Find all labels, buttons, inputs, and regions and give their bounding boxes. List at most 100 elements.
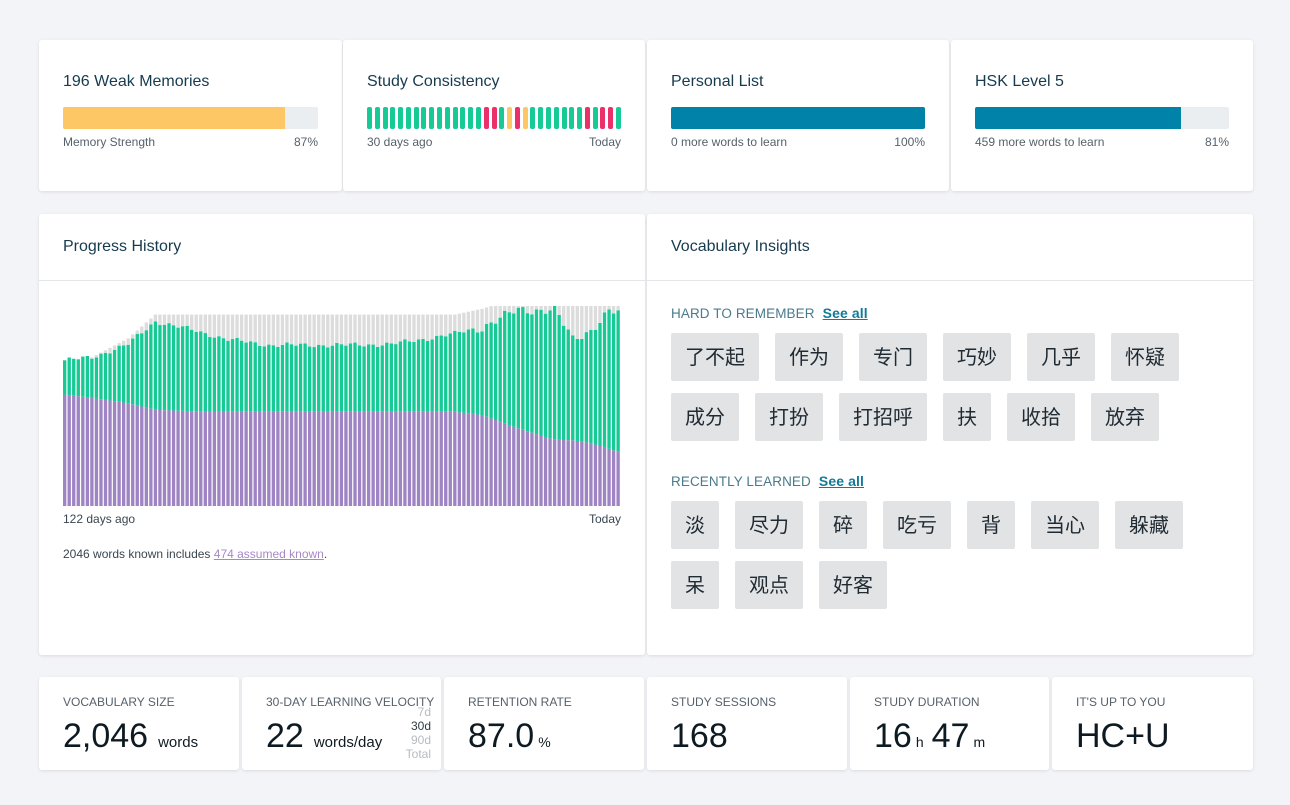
bar-forgotten [489,306,493,323]
hsk-level-percent: 81% [1204,135,1229,149]
hard-word-chip[interactable]: 巧妙 [943,333,1011,381]
recent-word-chip[interactable]: 尽力 [735,501,803,549]
bar-forgotten [108,347,112,354]
recent-word-chip[interactable]: 背 [967,501,1015,549]
bar-assumed-known [185,411,189,506]
bar-learned [276,346,280,412]
bar-forgotten [566,306,570,330]
hard-word-chip[interactable]: 怀疑 [1111,333,1179,381]
progress-chart[interactable] [63,306,621,506]
hard-word-chip[interactable]: 专门 [859,333,927,381]
bar-learned [321,345,325,412]
study-consistency-card[interactable]: Study Consistency 30 days ago Today [343,40,645,191]
bar-assumed-known [167,410,171,506]
bar-learned [226,340,230,412]
bar-assumed-known [76,396,80,506]
bar-assumed-known [289,411,294,506]
bar-forgotten [344,314,348,346]
bar-assumed-known [348,411,353,506]
bar-forgotten [171,314,176,326]
bar-learned [81,356,85,397]
assumed-known-link[interactable]: 474 assumed known [213,547,324,561]
personal-list-card[interactable]: Personal List 0 more words to learn 100% [647,40,949,191]
bar-learned [575,338,579,441]
hard-word-chip[interactable]: 成分 [671,393,739,441]
bar-assumed-known [407,411,412,506]
bar-forgotten [593,306,598,330]
recent-word-chip[interactable]: 好客 [819,561,887,609]
bar-learned [552,306,557,440]
recent-word-chip[interactable]: 淡 [671,501,719,549]
streak-day [600,107,606,129]
personal-list-title: Personal List [671,73,764,90]
bar-forgotten [253,314,257,343]
bar-forgotten [298,314,303,344]
recent-see-all-link[interactable]: See all [818,473,864,489]
up-to-you-stat: It's up to you HC+U [1052,677,1253,770]
hard-word-chip[interactable]: 几乎 [1027,333,1095,381]
bar-assumed-known [507,425,511,506]
bar-learned [580,338,584,442]
study-consistency-streak [367,107,621,129]
bar-assumed-known [94,398,99,506]
recent-word-chip[interactable]: 躲藏 [1115,501,1183,549]
bar-forgotten [99,352,103,354]
bar-assumed-known [335,411,339,506]
hard-word-chip[interactable]: 打扮 [755,393,823,441]
hard-word-chip[interactable]: 作为 [775,333,843,381]
recent-word-chip[interactable]: 观点 [735,561,803,609]
bar-forgotten [480,308,484,332]
streak-day [468,107,474,129]
bar-forgotten [507,306,511,313]
bar-forgotten [571,306,575,336]
recent-word-chip[interactable]: 当心 [1031,501,1099,549]
bar-forgotten [380,314,384,346]
weak-memories-card[interactable]: 196 Weak Memories Memory Strength 87% [39,40,342,191]
hard-see-all-link[interactable]: See all [822,305,868,321]
bar-forgotten [203,314,207,334]
hsk-level-title: HSK Level 5 [975,73,1064,90]
stat-label: Study Duration [874,695,980,709]
bar-learned [144,330,148,408]
learning-velocity-value: 22 words/day [266,717,382,756]
bar-learned [194,332,198,412]
hard-word-chip[interactable]: 扶 [943,393,991,441]
bar-assumed-known [439,411,443,506]
streak-day [545,107,551,129]
bar-learned [158,325,162,410]
hard-word-chip[interactable]: 放弃 [1091,393,1159,441]
bar-assumed-known [616,451,620,506]
hard-word-chip[interactable]: 收拾 [1007,393,1075,441]
bar-forgotten [112,345,117,350]
bar-forgotten [289,314,294,345]
bar-learned [117,345,121,402]
period-90d[interactable]: 90d [410,733,431,747]
period-30d[interactable]: 30d [410,719,431,733]
bar-forgotten [235,314,239,338]
streak-day [429,107,435,129]
bar-assumed-known [298,411,303,506]
period-7d[interactable]: 7d [417,705,431,719]
bar-forgotten [249,314,253,342]
bar-assumed-known [85,397,90,506]
bar-assumed-known [112,401,117,506]
recent-word-chip[interactable]: 呆 [671,561,719,609]
streak-day [437,107,443,129]
hard-word-chip[interactable]: 了不起 [671,333,759,381]
hsk-level-card[interactable]: HSK Level 5 459 more words to learn 81% [951,40,1253,191]
bar-forgotten [448,314,452,334]
bar-assumed-known [357,411,362,506]
streak-day [530,107,536,129]
bar-learned [493,323,498,420]
bar-assumed-known [539,435,543,506]
period-total[interactable]: Total [405,747,431,761]
bar-learned [566,329,570,441]
personal-list-fill [671,107,925,129]
bar-assumed-known [103,399,108,506]
bar-forgotten [280,314,285,345]
hard-word-chip[interactable]: 打招呼 [839,393,927,441]
recent-word-chip[interactable]: 碎 [819,501,867,549]
recent-word-chip[interactable]: 吃亏 [883,501,951,549]
bar-assumed-known [589,443,593,506]
hours-unit: h [915,734,924,750]
